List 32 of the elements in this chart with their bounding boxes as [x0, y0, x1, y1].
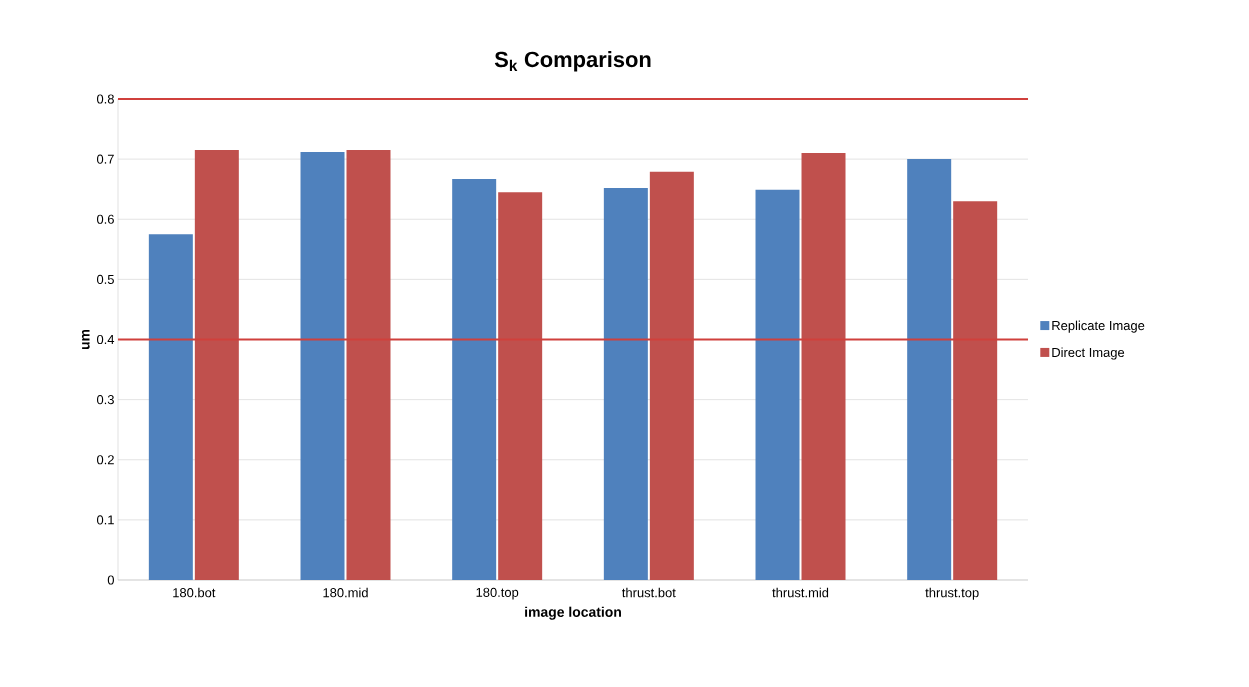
bar	[649, 171, 694, 580]
y-tick-label: 0.1	[96, 515, 114, 525]
x-tick-label: 180.top	[476, 587, 519, 600]
y-axis-title: um	[81, 329, 90, 350]
y-tick-label: 0.3	[96, 395, 114, 405]
bar	[498, 192, 543, 580]
bar	[801, 153, 846, 580]
legend-label: Replicate Image	[1052, 320, 1145, 333]
bar	[907, 159, 952, 580]
y-tick-label: 0.2	[96, 455, 114, 465]
y-tick-label: 0.8	[96, 94, 114, 104]
bar	[603, 187, 648, 580]
y-tick-label: 0.5	[96, 274, 114, 284]
bar	[300, 151, 345, 580]
y-tick-label: 0.6	[96, 214, 114, 224]
y-tick-label: 0	[107, 575, 114, 585]
x-tick-label: thrust.top	[925, 587, 979, 600]
chart-title: S$_{k}$ Comparison	[494, 51, 651, 72]
y-tick-label: 0.4	[96, 334, 115, 345]
bar	[346, 150, 391, 580]
x-tick-label: 180.mid	[323, 587, 368, 598]
y-tick-label: 0.7	[96, 154, 114, 164]
x-axis-title: image location	[525, 606, 621, 620]
bar	[953, 201, 998, 580]
bar	[755, 189, 800, 580]
bar	[148, 234, 193, 580]
legend-label: Direct Image	[1052, 347, 1125, 360]
x-tick-label: thrust.bot	[622, 587, 676, 598]
x-tick-label: thrust.mid	[772, 587, 829, 598]
bar	[194, 150, 239, 580]
x-tick-label: 180.bot	[173, 587, 216, 598]
bar	[452, 178, 497, 580]
